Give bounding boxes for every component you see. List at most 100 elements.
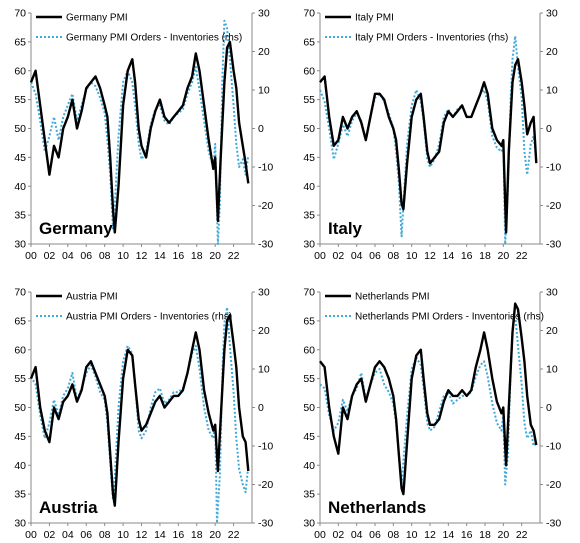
left-tick-label: 45 (303, 431, 315, 443)
right-tick-label: -20 (546, 200, 561, 212)
x-tick-label: 10 (406, 250, 418, 262)
left-tick-label: 70 (14, 8, 26, 20)
x-tick-label: 12 (136, 250, 148, 262)
x-tick-label: 02 (332, 250, 344, 262)
x-tick-label: 10 (117, 529, 129, 541)
legend-label-orders-inventories: Netherlands PMI Orders - Inventories (rh… (355, 312, 544, 323)
right-tick-label: 0 (258, 402, 264, 414)
series-line-pmi (29, 40, 250, 234)
x-tick-label: 04 (62, 250, 74, 262)
left-tick-label: 45 (14, 152, 26, 164)
left-tick-label: 50 (303, 402, 315, 414)
right-tick-label: 0 (546, 402, 552, 414)
left-tick-label: 30 (14, 518, 26, 530)
x-tick-label: 14 (154, 529, 166, 541)
left-tick-label: 65 (14, 315, 26, 327)
legend-label-pmi: Germany PMI (66, 13, 128, 24)
right-tick-label: 30 (546, 287, 558, 299)
right-tick-label: 10 (258, 364, 270, 376)
x-tick-label: 00 (25, 529, 37, 541)
left-tick-label: 30 (303, 239, 315, 251)
x-tick-label: 00 (25, 250, 37, 262)
x-tick-label: 10 (117, 250, 129, 262)
left-tick-label: 35 (303, 489, 315, 501)
right-tick-label: 20 (546, 325, 558, 337)
x-tick-label: 12 (424, 529, 436, 541)
x-tick-label: 20 (497, 250, 509, 262)
left-tick-label: 40 (303, 460, 315, 472)
country-label: Italy (328, 219, 363, 238)
x-tick-label: 04 (351, 250, 363, 262)
left-tick-label: 50 (14, 402, 26, 414)
left-tick-label: 55 (14, 373, 26, 385)
x-tick-label: 06 (369, 250, 381, 262)
legend-label-pmi: Netherlands PMI (355, 292, 429, 303)
left-tick-label: 70 (14, 287, 26, 299)
left-tick-label: 60 (14, 65, 26, 77)
x-tick-label: 16 (461, 529, 473, 541)
right-tick-label: 0 (258, 123, 264, 135)
x-tick-label: 18 (191, 529, 203, 541)
x-tick-label: 10 (406, 529, 418, 541)
right-tick-label: -20 (546, 479, 561, 491)
left-tick-label: 60 (303, 65, 315, 77)
right-tick-label: -10 (258, 162, 273, 174)
left-tick-label: 65 (14, 36, 26, 48)
right-tick-label: -20 (258, 479, 273, 491)
left-tick-label: 65 (303, 315, 315, 327)
x-tick-label: 06 (80, 529, 92, 541)
left-tick-label: 45 (303, 152, 315, 164)
right-tick-label: -10 (546, 441, 561, 453)
right-tick-label: 20 (258, 46, 270, 58)
x-tick-label: 14 (154, 250, 166, 262)
x-tick-label: 14 (442, 250, 454, 262)
right-tick-label: -30 (258, 518, 273, 530)
right-tick-label: 10 (258, 85, 270, 97)
left-tick-label: 40 (14, 460, 26, 472)
right-tick-label: -10 (258, 441, 273, 453)
right-tick-label: -10 (546, 162, 561, 174)
right-tick-label: 10 (546, 364, 558, 376)
right-tick-label: 10 (546, 85, 558, 97)
x-tick-label: 12 (424, 250, 436, 262)
x-tick-label: 16 (172, 529, 184, 541)
left-tick-label: 45 (14, 431, 26, 443)
left-tick-label: 55 (303, 373, 315, 385)
right-tick-label: 30 (258, 287, 270, 299)
x-tick-label: 18 (191, 250, 203, 262)
x-tick-label: 22 (228, 529, 240, 541)
x-tick-label: 18 (479, 250, 491, 262)
legend-label-orders-inventories: Austria PMI Orders - Inventories (rhs) (66, 312, 232, 323)
x-tick-label: 08 (99, 529, 111, 541)
x-tick-label: 16 (461, 250, 473, 262)
legend-label-orders-inventories: Italy PMI Orders - Inventories (rhs) (355, 33, 508, 44)
left-tick-label: 35 (14, 489, 26, 501)
x-tick-label: 12 (136, 529, 148, 541)
left-tick-label: 35 (303, 210, 315, 222)
right-tick-label: -30 (546, 239, 561, 251)
x-tick-label: 00 (314, 529, 326, 541)
legend-label-pmi: Italy PMI (355, 13, 394, 24)
x-tick-label: 20 (209, 250, 221, 262)
x-tick-label: 02 (332, 529, 344, 541)
x-tick-label: 02 (44, 250, 56, 262)
x-tick-label: 02 (44, 529, 56, 541)
x-tick-label: 20 (209, 529, 221, 541)
right-tick-label: -30 (258, 239, 273, 251)
left-tick-label: 65 (303, 36, 315, 48)
x-tick-label: 06 (369, 529, 381, 541)
x-tick-label: 04 (351, 529, 363, 541)
country-label: Austria (39, 498, 98, 517)
right-tick-label: 20 (546, 46, 558, 58)
series-line-pmi (319, 302, 538, 496)
right-tick-label: -30 (546, 518, 561, 530)
legend-label-orders-inventories: Germany PMI Orders - Inventories (rhs) (66, 33, 242, 44)
series-line-orders-inventories (30, 306, 250, 524)
x-tick-label: 14 (442, 529, 454, 541)
right-tick-label: 0 (546, 123, 552, 135)
x-tick-label: 16 (172, 250, 184, 262)
